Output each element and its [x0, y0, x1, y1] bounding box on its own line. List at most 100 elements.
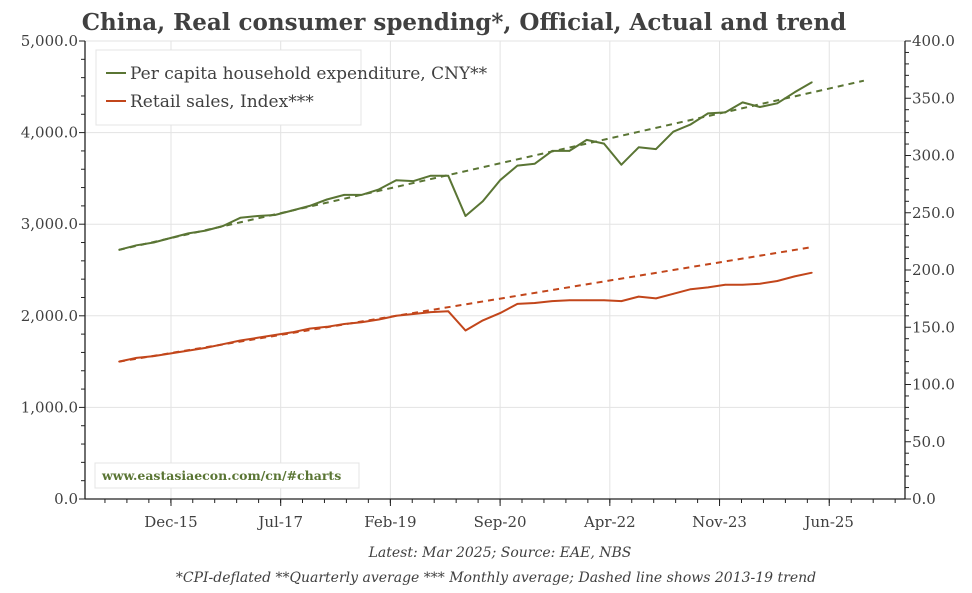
- legend-label-expenditure: Per capita household expenditure, CNY**: [130, 64, 488, 84]
- legend-box: [95, 49, 362, 126]
- legend-label-retail: Retail sales, Index***: [130, 92, 314, 112]
- x-tick-label: Feb-19: [364, 513, 416, 531]
- data-point: [239, 216, 242, 219]
- data-point: [412, 180, 415, 182]
- data-point: [326, 198, 328, 201]
- data-point: [759, 106, 761, 108]
- series-group: [118, 79, 865, 363]
- data-point: [274, 214, 276, 216]
- chart-title: China, Real consumer spending*, Official…: [82, 9, 846, 36]
- right-tick-label: 400.0: [912, 32, 955, 50]
- data-point: [222, 225, 224, 227]
- data-point: [776, 280, 779, 282]
- data-point: [395, 179, 397, 182]
- data-point: [378, 188, 380, 191]
- data-point: [360, 194, 363, 196]
- data-point: [256, 336, 259, 339]
- data-point: [204, 229, 207, 232]
- left-tick-label: 5,000.0: [21, 32, 78, 50]
- right-tick-label: 350.0: [912, 89, 955, 107]
- left-tick-label: 3,000.0: [21, 215, 78, 233]
- right-tick-label: 150.0: [912, 318, 955, 336]
- data-point: [568, 299, 571, 302]
- data-point: [811, 271, 813, 274]
- data-point: [516, 164, 519, 167]
- data-point: [412, 313, 415, 315]
- data-point: [672, 293, 675, 295]
- data-point: [637, 146, 640, 149]
- left-tick-label: 4,000.0: [21, 124, 78, 142]
- data-point: [603, 142, 605, 145]
- right-tick-label: 300.0: [912, 147, 955, 165]
- data-point: [499, 179, 501, 182]
- data-point: [655, 297, 657, 300]
- data-point: [326, 325, 328, 328]
- data-point: [118, 360, 120, 363]
- data-point: [464, 215, 467, 217]
- data-point: [447, 310, 449, 313]
- data-point: [724, 283, 727, 286]
- right-tick-label: 200.0: [912, 261, 955, 279]
- data-point: [603, 299, 605, 302]
- x-tick-label: Jun-25: [802, 513, 854, 531]
- data-point: [620, 300, 623, 302]
- data-point: [291, 331, 294, 334]
- data-point: [585, 139, 588, 141]
- data-point: [222, 343, 224, 345]
- data-point: [741, 283, 744, 286]
- data-point: [343, 323, 346, 325]
- left-tick-label: 1,000.0: [21, 398, 78, 416]
- legend: Per capita household expenditure, CNY** …: [95, 49, 488, 126]
- data-point: [793, 91, 796, 94]
- data-point: [551, 150, 553, 152]
- right-tick-label: 0.0: [912, 490, 936, 508]
- data-point: [152, 355, 155, 357]
- data-point: [447, 174, 449, 177]
- data-point: [430, 311, 432, 313]
- series-line-1: [118, 271, 813, 363]
- data-point: [135, 244, 138, 247]
- data-point: [516, 303, 519, 305]
- footnote-definitions: *CPI-deflated **Quarterly average *** Mo…: [176, 570, 816, 586]
- data-point: [568, 150, 571, 152]
- x-tick-label: Nov-23: [692, 513, 747, 531]
- left-tick-label: 2,000.0: [21, 307, 78, 325]
- data-point: [741, 101, 744, 104]
- right-tick-label: 100.0: [912, 376, 955, 394]
- data-point: [308, 205, 311, 207]
- data-point: [672, 130, 675, 133]
- data-point: [239, 339, 242, 342]
- data-point: [585, 299, 588, 302]
- data-point: [187, 349, 190, 352]
- data-point: [308, 327, 311, 330]
- data-point: [187, 232, 190, 235]
- data-point: [481, 319, 484, 322]
- x-tick-label: Apr-22: [583, 513, 636, 531]
- data-point: [152, 241, 155, 244]
- data-point: [343, 194, 346, 196]
- data-point: [689, 288, 692, 291]
- trend-line-1: [118, 246, 813, 363]
- data-point: [707, 112, 709, 115]
- data-point: [707, 286, 709, 289]
- data-point: [204, 347, 207, 349]
- watermark-text: www.eastasiaecon.com/cn/#charts: [101, 468, 341, 483]
- data-point: [724, 111, 727, 114]
- data-point: [170, 237, 172, 239]
- data-point: [689, 123, 692, 126]
- data-point: [759, 282, 761, 285]
- x-tick-label: Jul-17: [256, 513, 303, 531]
- data-point: [464, 329, 467, 332]
- axes: 0.0 1,000.0 2,000.0 3,000.0 4,000.0 5,000.0 0.…: [21, 32, 955, 531]
- data-point: [620, 163, 623, 166]
- data-point: [274, 334, 276, 336]
- data-point: [793, 275, 796, 278]
- x-tick-label: Sep-20: [474, 513, 527, 531]
- data-point: [481, 200, 484, 203]
- data-point: [637, 295, 640, 298]
- data-point: [551, 300, 553, 302]
- right-tick-label: 250.0: [912, 204, 955, 222]
- data-point: [291, 209, 294, 212]
- data-point: [776, 102, 779, 105]
- watermark: www.eastasiaecon.com/cn/#charts: [94, 462, 360, 489]
